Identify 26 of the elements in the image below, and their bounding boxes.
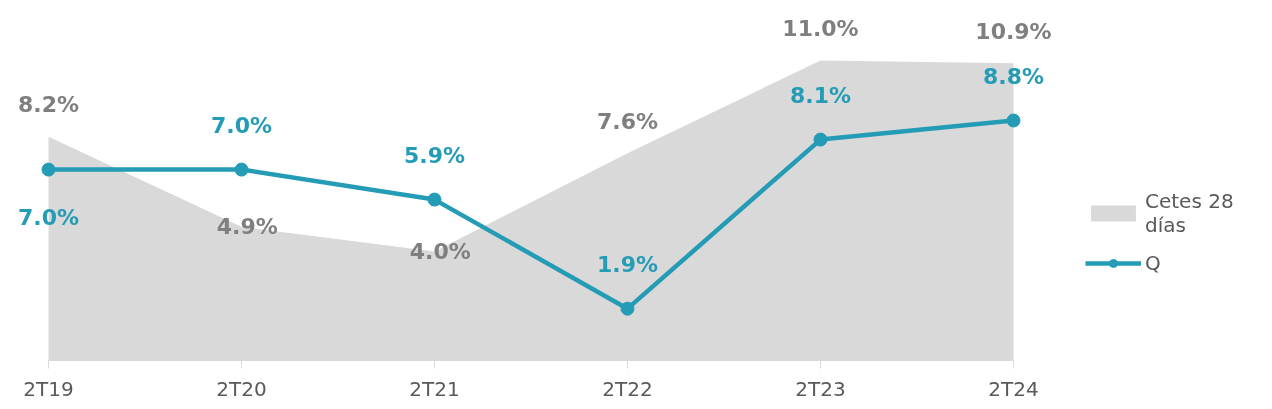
point [813,132,828,147]
data-label: 4.9% [216,214,278,240]
data-label: 5.9% [403,143,466,169]
point [427,192,442,207]
x-tick-label: 2T19 [23,376,74,401]
point [1006,113,1021,128]
data-label: 7.0% [210,113,273,139]
x-tick-label: 2T21 [409,376,460,401]
data-label: 7.6% [596,108,659,134]
data-label: 11.0% [782,16,859,41]
data-label: 7.0% [17,205,80,231]
data-label: 10.9% [975,18,1052,44]
point [41,162,56,177]
x-tick-label: 2T24 [988,376,1039,401]
x-tick-label: 2T23 [795,376,846,401]
legend-label: Q [1145,251,1162,275]
data-label: 8.8% [982,64,1045,89]
data-label: 4.0% [409,238,471,264]
x-tick-label: 2T20 [216,376,267,401]
point [620,301,635,316]
data-label: 1.9% [596,252,659,278]
data-label: 8.1% [789,83,852,109]
point [234,162,249,177]
data-label: 8.2% [17,92,80,118]
x-tick-label: 2T22 [602,376,653,401]
legend-label: Cetes 28 días [1145,189,1234,237]
